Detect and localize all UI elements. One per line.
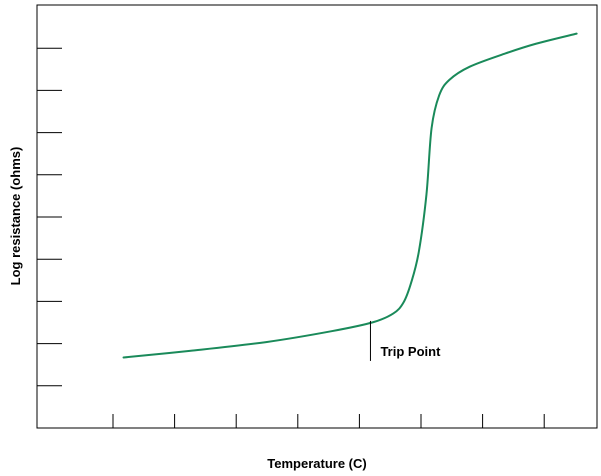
y-axis-ticks [37,47,62,387]
y-axis-label: Log resistance (ohms) [8,147,23,286]
series-layer [122,32,578,359]
annotation-layer: Trip Point [369,320,441,361]
resistance-curve [122,32,578,359]
plot-frame [36,4,598,429]
trip-point-label: Trip Point [380,344,441,359]
x-axis-label: Temperature (C) [267,456,366,471]
x-axis-ticks [112,414,545,428]
